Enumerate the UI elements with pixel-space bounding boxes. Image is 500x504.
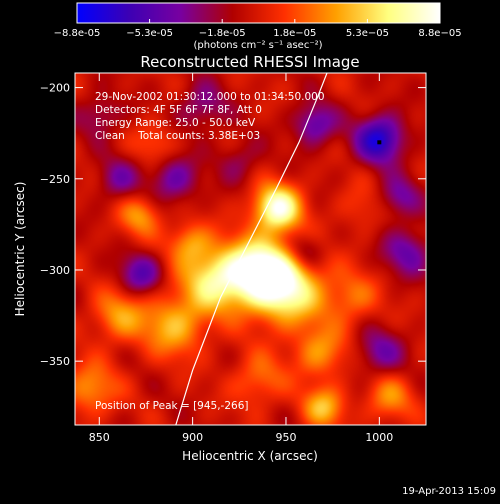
colorbar: −8.8e-05 −5.3e-05 −1.8e-05 1.8e−05 5.3e−05 8.…: [54, 2, 462, 51]
colorbar-tick-label: 8.8e−05: [418, 28, 461, 39]
x-tick-label: 850: [89, 431, 110, 444]
x-axis-ticks: 850 900 950 1000: [89, 73, 393, 444]
annotation-clean-counts: Clean Total counts: 3.38E+03: [95, 130, 260, 142]
annotation-peak-position: Position of Peak = [945,-266]: [95, 400, 249, 412]
colorbar-tick-label: −5.3e-05: [126, 28, 173, 39]
y-axis-label: Heliocentric Y (arcsec): [13, 182, 27, 317]
annotation-time-range: 29-Nov-2002 01:30:12.000 to 01:34:50.000: [95, 91, 325, 103]
annotation-detectors: Detectors: 4F 5F 6F 7F 8F, Att 0: [95, 104, 262, 116]
colorbar-units-label: (photons cm⁻² s⁻¹ asec⁻²): [193, 40, 322, 51]
chart-title: Reconstructed RHESSI Image: [140, 53, 359, 71]
x-tick-label: 950: [275, 431, 296, 444]
x-tick-label: 1000: [365, 431, 393, 444]
peak-marker: [377, 140, 382, 145]
y-tick-label: −250: [40, 173, 70, 186]
plot-frame: [74, 72, 427, 426]
colorbar-gradient: [76, 2, 441, 24]
x-axis-label: Heliocentric X (arcsec): [182, 449, 318, 463]
colorbar-tick-label: −1.8e-05: [199, 28, 246, 39]
x-tick-label: 900: [182, 431, 203, 444]
heatmap-image: [75, 73, 426, 425]
plot-area: 850 900 950 1000 −200 −250 −300 −350 29-Nov-20…: [40, 72, 427, 444]
y-tick-label: −300: [40, 264, 70, 277]
annotation-energy-range: Energy Range: 25.0 - 50.0 keV: [95, 117, 256, 129]
y-tick-label: −200: [40, 82, 70, 95]
y-tick-label: −350: [40, 355, 70, 368]
colorbar-ticks: −8.8e-05 −5.3e-05 −1.8e-05 1.8e−05 5.3e−05 8.…: [54, 19, 462, 39]
colorbar-tick-label: 5.3e−05: [346, 28, 389, 39]
colorbar-tick-label: 1.8e−05: [273, 28, 316, 39]
timestamp: 19-Apr-2013 15:09: [402, 486, 496, 497]
colorbar-tick-label: −8.8e-05: [54, 28, 101, 39]
y-axis-ticks: −200 −250 −300 −350: [40, 82, 426, 368]
annotation-block: 29-Nov-2002 01:30:12.000 to 01:34:50.000…: [95, 91, 325, 412]
solar-limb-line: [175, 73, 328, 425]
